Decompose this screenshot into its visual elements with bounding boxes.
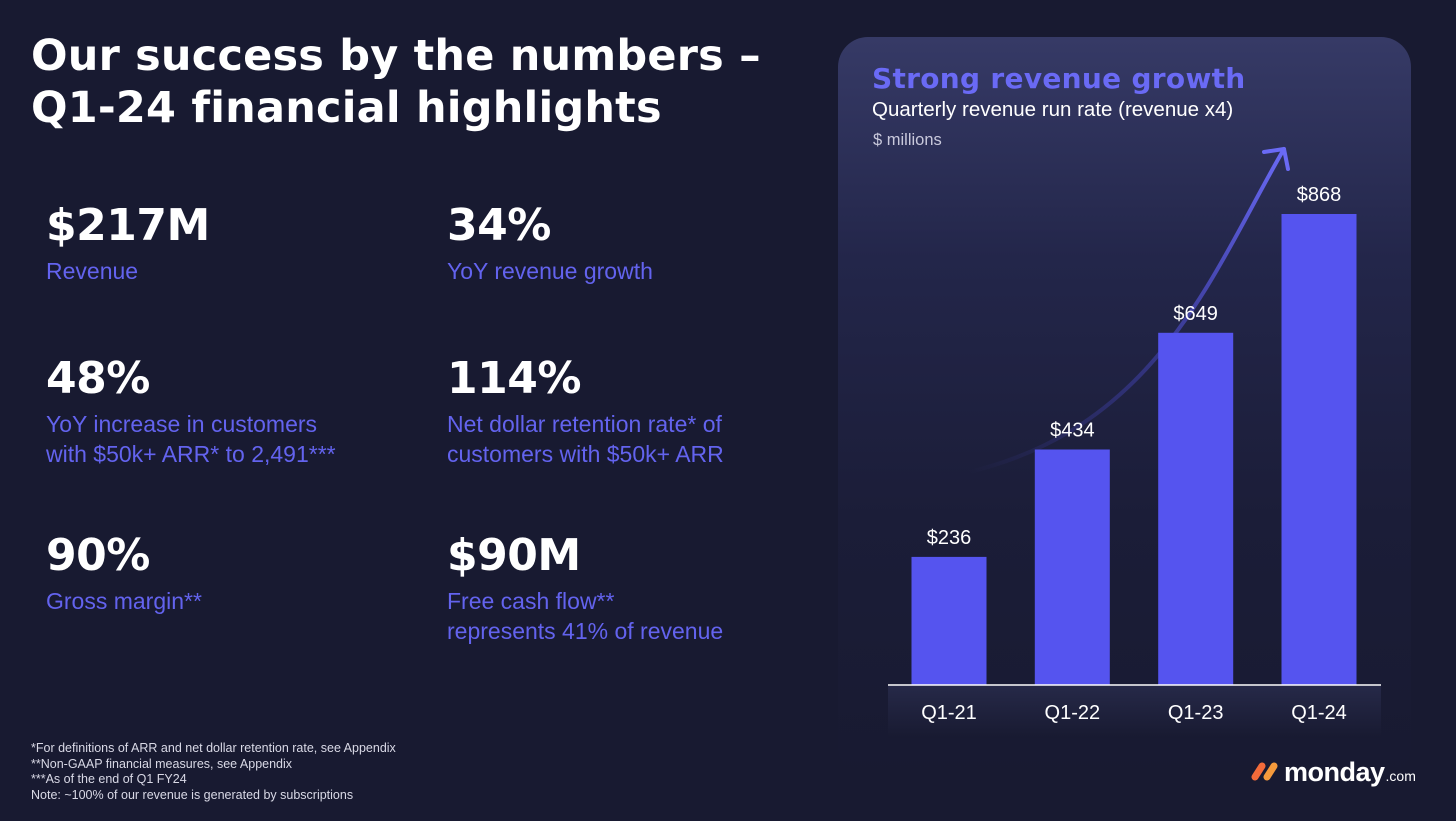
data-label: $434 [1050,420,1095,442]
metric-label-line: Free cash flow** [447,588,615,614]
footnotes: *For definitions of ARR and net dollar r… [31,741,396,803]
metric-label: Revenue [46,258,139,284]
metric-label: Free cash flow** represents 41% of reven… [447,586,723,646]
logo-text: monday [1284,757,1385,787]
x-tick-label: Q1-24 [1291,702,1347,724]
metric-label-line: represents 41% of revenue [447,618,724,644]
metric-label-line: with $50k+ ARR* to 2,491*** [46,441,336,467]
x-tick-label: Q1-23 [1168,702,1224,724]
chart-unit-label: $ millions [873,131,942,149]
bar-q1-23 [1158,332,1234,685]
metric-value: 34% [447,200,551,251]
metric-label: YoY increase in customers with $50k+ ARR… [46,409,336,469]
monday-logo-mark-icon [1251,762,1278,781]
metric-label-line: YoY increase in customers [46,411,318,437]
footnote: **Non-GAAP financial measures, see Appen… [31,756,293,771]
footnote: *For definitions of ARR and net dollar r… [31,741,396,755]
footnote: ***As of the end of Q1 FY24 [31,772,187,786]
metric-label: Gross margin** [46,588,202,614]
metric-label: Net dollar retention rate* of customers … [447,409,724,469]
metric-value: $90M [447,530,581,581]
bar-q1-24 [1281,214,1357,685]
data-label: $236 [927,527,972,549]
arrow-head-icon [1261,147,1290,171]
bar-q1-22 [1034,449,1110,685]
data-label: $649 [1173,303,1218,325]
metric-label-line: Net dollar retention rate* of [447,411,722,437]
metric-label-line: customers with $50k+ ARR [447,441,724,467]
metric-gross-margin: 90% Gross margin** [46,530,202,616]
x-tick-label: Q1-22 [1045,702,1101,724]
growth-trend-arrow [967,147,1286,474]
metric-value: $217M [46,200,210,251]
metric-label: YoY revenue growth [447,258,653,284]
metric-free-cash-flow: $90M Free cash flow** represents 41% of … [447,530,723,646]
metric-value: 90% [46,530,150,581]
logo-suffix: .com [1385,768,1416,784]
metric-net-dollar-retention: 114% Net dollar retention rate* of custo… [447,353,724,469]
chart-subtitle: Quarterly revenue run rate (revenue x4) [872,98,1234,121]
metric-customer-increase: 48% YoY increase in customers with $50k+… [46,353,336,469]
bar-q1-21 [911,556,987,685]
x-tick-label: Q1-21 [921,702,977,724]
data-label: $868 [1297,184,1342,206]
footnote: Note: ~100% of our revenue is generated … [31,787,354,802]
axis-band [888,686,1381,738]
metric-value: 114% [447,353,581,404]
monday-logo: monday .com [1250,757,1416,788]
metric-yoy-revenue-growth: 34% YoY revenue growth [447,200,653,286]
chart-title: Strong revenue growth [872,62,1246,95]
page-title: Our success by the numbers – Q1-24 finan… [31,31,761,133]
metric-revenue: $217M Revenue [46,200,210,286]
metric-value: 48% [46,353,150,404]
